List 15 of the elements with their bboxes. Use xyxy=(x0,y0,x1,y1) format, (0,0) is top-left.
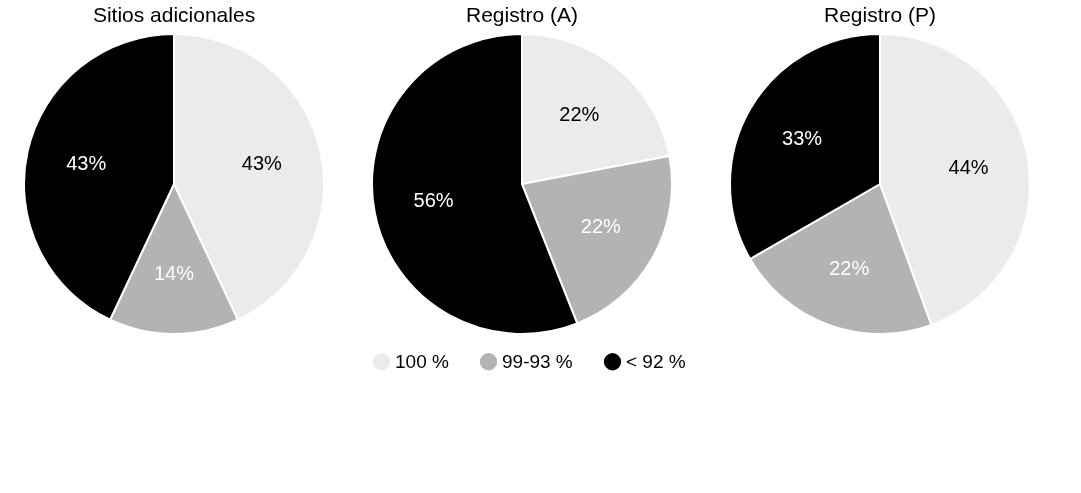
data-label: 22% xyxy=(580,215,622,238)
chart-title: Sitios adicionales xyxy=(92,3,256,26)
data-label: 43% xyxy=(241,152,283,175)
legend-label: 99-93 % xyxy=(502,350,573,372)
data-label: 43% xyxy=(66,152,107,175)
chart-title: Registro (A) xyxy=(465,3,579,26)
data-label: 44% xyxy=(948,156,989,179)
data-label: 14% xyxy=(153,262,195,284)
legend-label: 100 % xyxy=(395,350,449,372)
chart-title: Registro (P) xyxy=(823,3,937,26)
legend-label: < 92 % xyxy=(626,350,686,372)
data-label: 56% xyxy=(413,188,454,211)
data-label: 33% xyxy=(782,127,823,149)
data-label: 22% xyxy=(829,256,870,279)
data-label: 22% xyxy=(559,102,600,125)
